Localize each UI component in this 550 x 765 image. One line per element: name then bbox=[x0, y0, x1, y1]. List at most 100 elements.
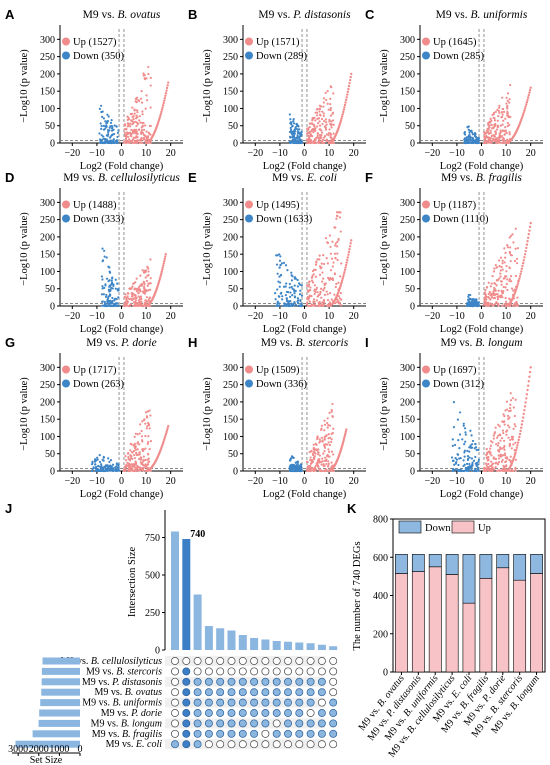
up-point bbox=[492, 456, 495, 459]
up-point bbox=[334, 242, 337, 245]
up-point bbox=[490, 134, 493, 138]
down-legend-marker bbox=[245, 51, 253, 60]
down-point bbox=[100, 115, 104, 119]
up-point bbox=[143, 124, 147, 127]
down-bar-segment bbox=[530, 554, 543, 574]
matrix-dot-filled bbox=[284, 677, 292, 686]
up-point bbox=[316, 117, 319, 120]
up-point bbox=[512, 457, 515, 460]
matrix-dot-empty bbox=[284, 657, 292, 665]
up-point bbox=[146, 463, 150, 466]
y-tick-label: 50 bbox=[405, 121, 415, 132]
up-point bbox=[124, 302, 127, 306]
matrix-dot-empty bbox=[329, 667, 338, 676]
up-point bbox=[139, 456, 142, 459]
down-point bbox=[109, 458, 113, 462]
up-point bbox=[147, 298, 150, 302]
up-point bbox=[326, 421, 329, 425]
up-point bbox=[136, 139, 139, 142]
up-bar-segment bbox=[513, 579, 527, 673]
down-point bbox=[276, 288, 279, 291]
matrix-dot-filled bbox=[216, 698, 225, 707]
up-point bbox=[328, 234, 331, 237]
y-tick-label: 300 bbox=[400, 363, 415, 374]
up-point bbox=[124, 137, 128, 140]
panel-title: M9 vs. B. longum bbox=[440, 337, 522, 349]
up-point bbox=[508, 123, 511, 127]
up-point bbox=[164, 434, 167, 438]
up-point bbox=[513, 455, 516, 458]
down-point bbox=[277, 295, 280, 298]
up-point bbox=[500, 111, 504, 114]
up-point bbox=[501, 96, 504, 99]
up-point bbox=[317, 304, 320, 307]
down-point bbox=[96, 468, 99, 471]
up-point bbox=[347, 250, 351, 254]
up-point bbox=[528, 91, 531, 94]
up-point bbox=[482, 131, 486, 134]
down-point bbox=[477, 304, 480, 307]
set-label-italic: P. dorie bbox=[130, 708, 162, 719]
up-point bbox=[517, 279, 520, 283]
up-point bbox=[343, 270, 346, 274]
up-point bbox=[320, 129, 323, 132]
down-point bbox=[290, 285, 293, 289]
up-point bbox=[129, 457, 133, 460]
up-point bbox=[318, 265, 322, 268]
up-point bbox=[498, 111, 501, 115]
down-point bbox=[117, 296, 120, 299]
up-point bbox=[322, 262, 326, 266]
up-point bbox=[149, 84, 152, 87]
y-tick-label: 250 bbox=[40, 380, 55, 391]
up-point bbox=[160, 110, 163, 114]
down-point bbox=[291, 275, 294, 278]
panel-title: M9 vs. B. stercoris bbox=[261, 337, 349, 349]
down-point bbox=[94, 469, 97, 473]
y-tick-label: 100 bbox=[400, 104, 415, 115]
matrix-dot-filled bbox=[193, 709, 202, 717]
up-point bbox=[497, 114, 500, 118]
up-point bbox=[320, 287, 323, 290]
y-tick-label: 250 bbox=[400, 215, 415, 226]
matrix-dot-filled bbox=[182, 740, 191, 749]
down-point bbox=[116, 131, 120, 134]
up-point bbox=[489, 129, 492, 132]
y-tick-label: 0 bbox=[233, 302, 238, 313]
up-point bbox=[483, 466, 486, 470]
matrix-dot-empty bbox=[182, 657, 191, 665]
up-point bbox=[137, 301, 141, 304]
up-point bbox=[344, 263, 348, 267]
matrix-dot-empty bbox=[238, 667, 247, 676]
down-point bbox=[278, 304, 281, 307]
up-point bbox=[512, 241, 515, 244]
down-point bbox=[465, 137, 468, 140]
up-point bbox=[140, 136, 143, 140]
down-point bbox=[461, 438, 464, 441]
down-point bbox=[299, 289, 302, 292]
up-point bbox=[349, 75, 352, 79]
up-point bbox=[131, 292, 134, 295]
up-point bbox=[494, 457, 497, 460]
up-point bbox=[308, 130, 311, 133]
up-point bbox=[317, 122, 320, 125]
up-point bbox=[146, 265, 149, 268]
y-axis-label: −Log10 (p value) bbox=[379, 49, 390, 123]
up-point bbox=[521, 262, 525, 265]
up-point bbox=[490, 119, 493, 122]
panel-title-italic: B. stercoris bbox=[296, 337, 349, 349]
up-point bbox=[316, 463, 319, 466]
up-point bbox=[509, 234, 513, 238]
down-point bbox=[475, 461, 478, 465]
up-point bbox=[148, 297, 151, 300]
up-point bbox=[319, 469, 322, 473]
down-point bbox=[296, 297, 300, 300]
up-point bbox=[343, 268, 347, 272]
up-point bbox=[329, 252, 333, 255]
legend: Up (1571)Down (289) bbox=[245, 37, 308, 62]
up-point bbox=[164, 255, 167, 258]
up-point bbox=[503, 133, 507, 136]
up-point bbox=[323, 464, 326, 468]
down-point bbox=[466, 449, 469, 452]
legend: Up (1717)Down (263) bbox=[62, 365, 125, 390]
